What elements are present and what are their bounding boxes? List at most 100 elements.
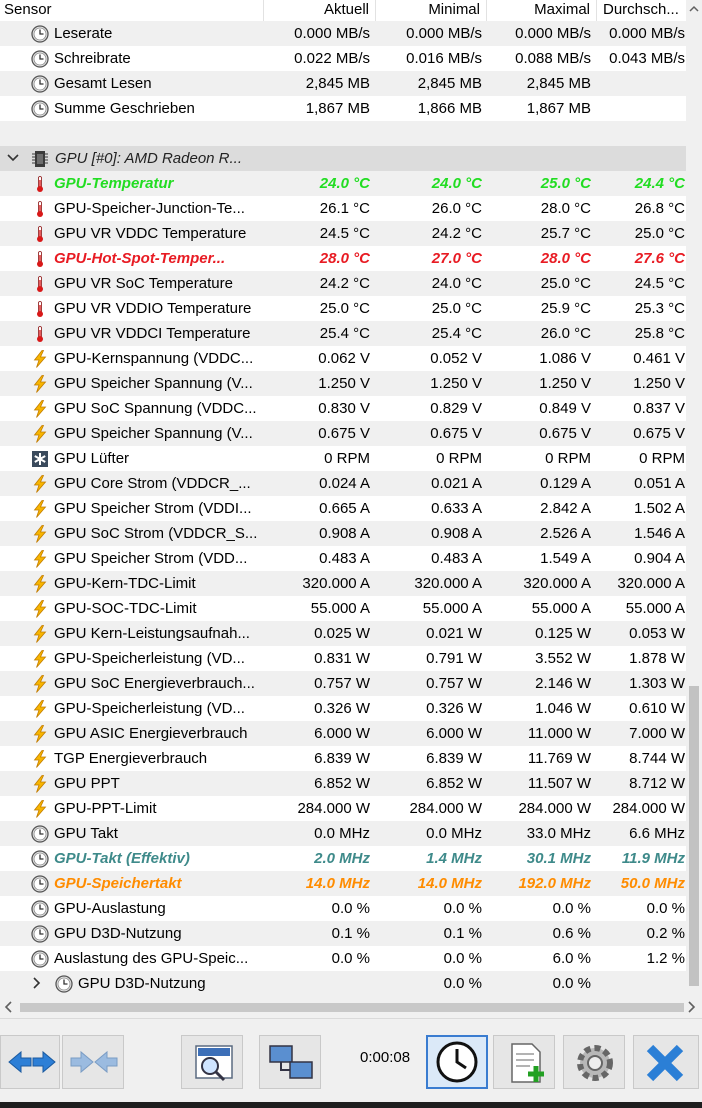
avg-value: 284.000 W	[612, 800, 685, 817]
sensor-row[interactable]: GPU Speicher Strom (VDD... 0.483 A 0.483 A…	[0, 546, 686, 571]
lightning-icon	[31, 350, 49, 368]
max-value: 30.1 MHz	[526, 850, 591, 867]
lightning-icon	[31, 425, 49, 443]
sensor-row[interactable]: Leserate 0.000 MB/s 0.000 MB/s 0.000 MB/s 0.…	[0, 21, 686, 46]
sensor-row[interactable]: GPU Speicher Spannung (V... 1.250 V 1.250 …	[0, 371, 686, 396]
sensor-row[interactable]: GPU Speicher Spannung (V... 0.675 V 0.675 …	[0, 421, 686, 446]
sensor-search-button[interactable]	[181, 1035, 243, 1089]
sensor-row[interactable]: GPU D3D-Nutzung 0.1 % 0.1 % 0.6 % 0.2 %	[0, 921, 686, 946]
sensor-subgroup-row[interactable]: GPU D3D-Nutzung 0.0 % 0.0 %	[0, 971, 686, 996]
sensor-row[interactable]: GPU SoC Energieverbrauch... 0.757 W 0.757 …	[0, 671, 686, 696]
reset-clock-button[interactable]	[426, 1035, 488, 1089]
min-value: 24.2 °C	[431, 225, 482, 242]
lightning-icon	[31, 375, 49, 393]
sensor-group-row[interactable]: GPU [#0]: AMD Radeon R...	[0, 146, 686, 171]
sensor-row[interactable]: GPU VR SoC Temperature 24.2 °C 24.0 °C 25.0…	[0, 271, 686, 296]
avg-value: 1.502 A	[634, 500, 685, 517]
sensor-row[interactable]: GPU-Speicher-Junction-Te... 26.1 °C 26.0 °…	[0, 196, 686, 221]
scroll-left-icon[interactable]	[4, 1000, 14, 1014]
column-header-current[interactable]: Aktuell	[264, 0, 376, 21]
sensor-row[interactable]: GPU-Takt (Effektiv) 2.0 MHz 1.4 MHz 30.1 MH…	[0, 846, 686, 871]
avg-value: 1.878 W	[629, 650, 685, 667]
sensor-row[interactable]: GPU-Temperatur 24.0 °C 24.0 °C 25.0 °C 24.4 …	[0, 171, 686, 196]
min-value: 55.000 A	[422, 600, 482, 617]
network-computers-icon	[269, 1045, 313, 1079]
avg-value: 1.250 V	[633, 375, 685, 392]
sensor-row[interactable]: Summe Geschrieben 1,867 MB 1,866 MB 1,867 M…	[0, 96, 686, 121]
sensor-row[interactable]: GPU-Hot-Spot-Temper... 28.0 °C 27.0 °C 28.0…	[0, 246, 686, 271]
sensor-row[interactable]: GPU-SOC-TDC-Limit 55.000 A 55.000 A 55.000 …	[0, 596, 686, 621]
network-button[interactable]	[259, 1035, 321, 1089]
sensor-row[interactable]: GPU Speicher Strom (VDDI... 0.665 A 0.633 …	[0, 496, 686, 521]
thermometer-icon	[31, 250, 49, 268]
column-header-avg[interactable]: Durchsch...	[603, 1, 679, 18]
vertical-scrollbar[interactable]	[686, 0, 702, 996]
sensor-row[interactable]: GPU SoC Strom (VDDCR_S... 0.908 A 0.908 A 2…	[0, 521, 686, 546]
group-name: GPU [#0]: AMD Radeon R...	[55, 150, 243, 167]
column-header-min[interactable]: Minimal	[376, 0, 487, 21]
avg-value: 320.000 A	[617, 575, 685, 592]
sensor-row[interactable]: GPU-PPT-Limit 284.000 W 284.000 W 284.000 W…	[0, 796, 686, 821]
current-value: 6.000 W	[314, 725, 370, 742]
sensor-name: GPU Core Strom (VDDCR_...	[54, 475, 251, 492]
chevron-down-icon[interactable]	[6, 150, 20, 166]
sensor-row[interactable]: GPU-Kern-TDC-Limit 320.000 A 320.000 A 320.…	[0, 571, 686, 596]
sensor-row[interactable]: GPU PPT 6.852 W 6.852 W 11.507 W 8.712 W	[0, 771, 686, 796]
min-value: 1.4 MHz	[426, 850, 482, 867]
sensor-row[interactable]: GPU-Speichertakt 14.0 MHz 14.0 MHz 192.0 MH…	[0, 871, 686, 896]
max-value: 11.769 W	[527, 750, 591, 767]
horizontal-scroll-thumb[interactable]	[20, 1003, 684, 1012]
scroll-right-icon[interactable]	[686, 1000, 696, 1014]
avg-value: 0.0 %	[646, 900, 685, 917]
current-value: 1,867 MB	[305, 100, 370, 117]
clock-icon	[55, 975, 73, 993]
min-value: 0.0 %	[443, 900, 482, 917]
sensor-row[interactable]: GPU VR VDDIO Temperature 25.0 °C 25.0 °C 25…	[0, 296, 686, 321]
chevron-right-icon[interactable]	[30, 975, 44, 991]
avg-value	[597, 971, 685, 996]
sensor-row[interactable]: GPU Kern-Leistungsaufnah... 0.025 W 0.021 …	[0, 621, 686, 646]
sensor-row[interactable]: Gesamt Lesen 2,845 MB 2,845 MB 2,845 MB	[0, 71, 686, 96]
sensor-row[interactable]: GPU Core Strom (VDDCR_... 0.024 A 0.021 A 0…	[0, 471, 686, 496]
sensor-row[interactable]: GPU-Speicherleistung (VD... 0.326 W 0.326 …	[0, 696, 686, 721]
spacer-row	[0, 121, 686, 146]
thermometer-icon	[31, 200, 49, 218]
min-value: 0.675 V	[430, 425, 482, 442]
vertical-scroll-thumb[interactable]	[689, 686, 699, 986]
sensor-row[interactable]: GPU SoC Spannung (VDDC... 0.830 V 0.829 V 0…	[0, 396, 686, 421]
add-report-button[interactable]	[493, 1035, 555, 1089]
sensor-name: GPU Speicher Spannung (V...	[54, 425, 253, 442]
sensor-row[interactable]: GPU-Speicherleistung (VD... 0.831 W 0.791 …	[0, 646, 686, 671]
current-value: 24.2 °C	[319, 275, 370, 292]
sensor-name: Gesamt Lesen	[54, 75, 152, 92]
sensor-row[interactable]: GPU VR VDDCI Temperature 25.4 °C 25.4 °C 26…	[0, 321, 686, 346]
navigate-arrows-button[interactable]	[0, 1035, 60, 1089]
clock-icon	[31, 850, 49, 868]
sensor-row[interactable]: TGP Energieverbrauch 6.839 W 6.839 W 11.769…	[0, 746, 686, 771]
scroll-up-icon[interactable]	[689, 4, 699, 14]
close-button[interactable]	[633, 1035, 699, 1089]
current-value: 0.0 MHz	[314, 825, 370, 842]
horizontal-scrollbar[interactable]	[0, 996, 702, 1018]
lightning-icon	[31, 750, 49, 768]
add-document-icon	[511, 1043, 544, 1083]
sensor-row[interactable]: GPU Lüfter 0 RPM 0 RPM 0 RPM 0 RPM	[0, 446, 686, 471]
sensor-row[interactable]: GPU-Auslastung 0.0 % 0.0 % 0.0 % 0.0 %	[0, 896, 686, 921]
column-header-max[interactable]: Maximal	[487, 0, 597, 21]
column-header-sensor[interactable]: Sensor	[0, 0, 264, 21]
max-value: 320.000 A	[523, 575, 591, 592]
settings-button[interactable]	[563, 1035, 625, 1089]
sensor-row[interactable]: Schreibrate 0.022 MB/s 0.016 MB/s 0.088 MB/…	[0, 46, 686, 71]
sensor-row[interactable]: GPU ASIC Energieverbrauch 6.000 W 6.000 W 1…	[0, 721, 686, 746]
sensor-row[interactable]: GPU-Kernspannung (VDDC... 0.062 V 0.052 V 1…	[0, 346, 686, 371]
current-value: 0.0 %	[331, 900, 370, 917]
sensor-row[interactable]: Auslastung des GPU-Speic... 0.0 % 0.0 % 6.0…	[0, 946, 686, 971]
min-value: 0.016 MB/s	[406, 50, 482, 67]
min-value: 2,845 MB	[417, 75, 482, 92]
collapse-arrows-button[interactable]	[62, 1035, 124, 1089]
lightning-icon	[31, 550, 49, 568]
sensor-row[interactable]: GPU Takt 0.0 MHz 0.0 MHz 33.0 MHz 6.6 MHz	[0, 821, 686, 846]
sensor-row[interactable]: GPU VR VDDC Temperature 24.5 °C 24.2 °C 25.…	[0, 221, 686, 246]
min-value: 1.250 V	[430, 375, 482, 392]
current-value: 14.0 MHz	[305, 875, 370, 892]
